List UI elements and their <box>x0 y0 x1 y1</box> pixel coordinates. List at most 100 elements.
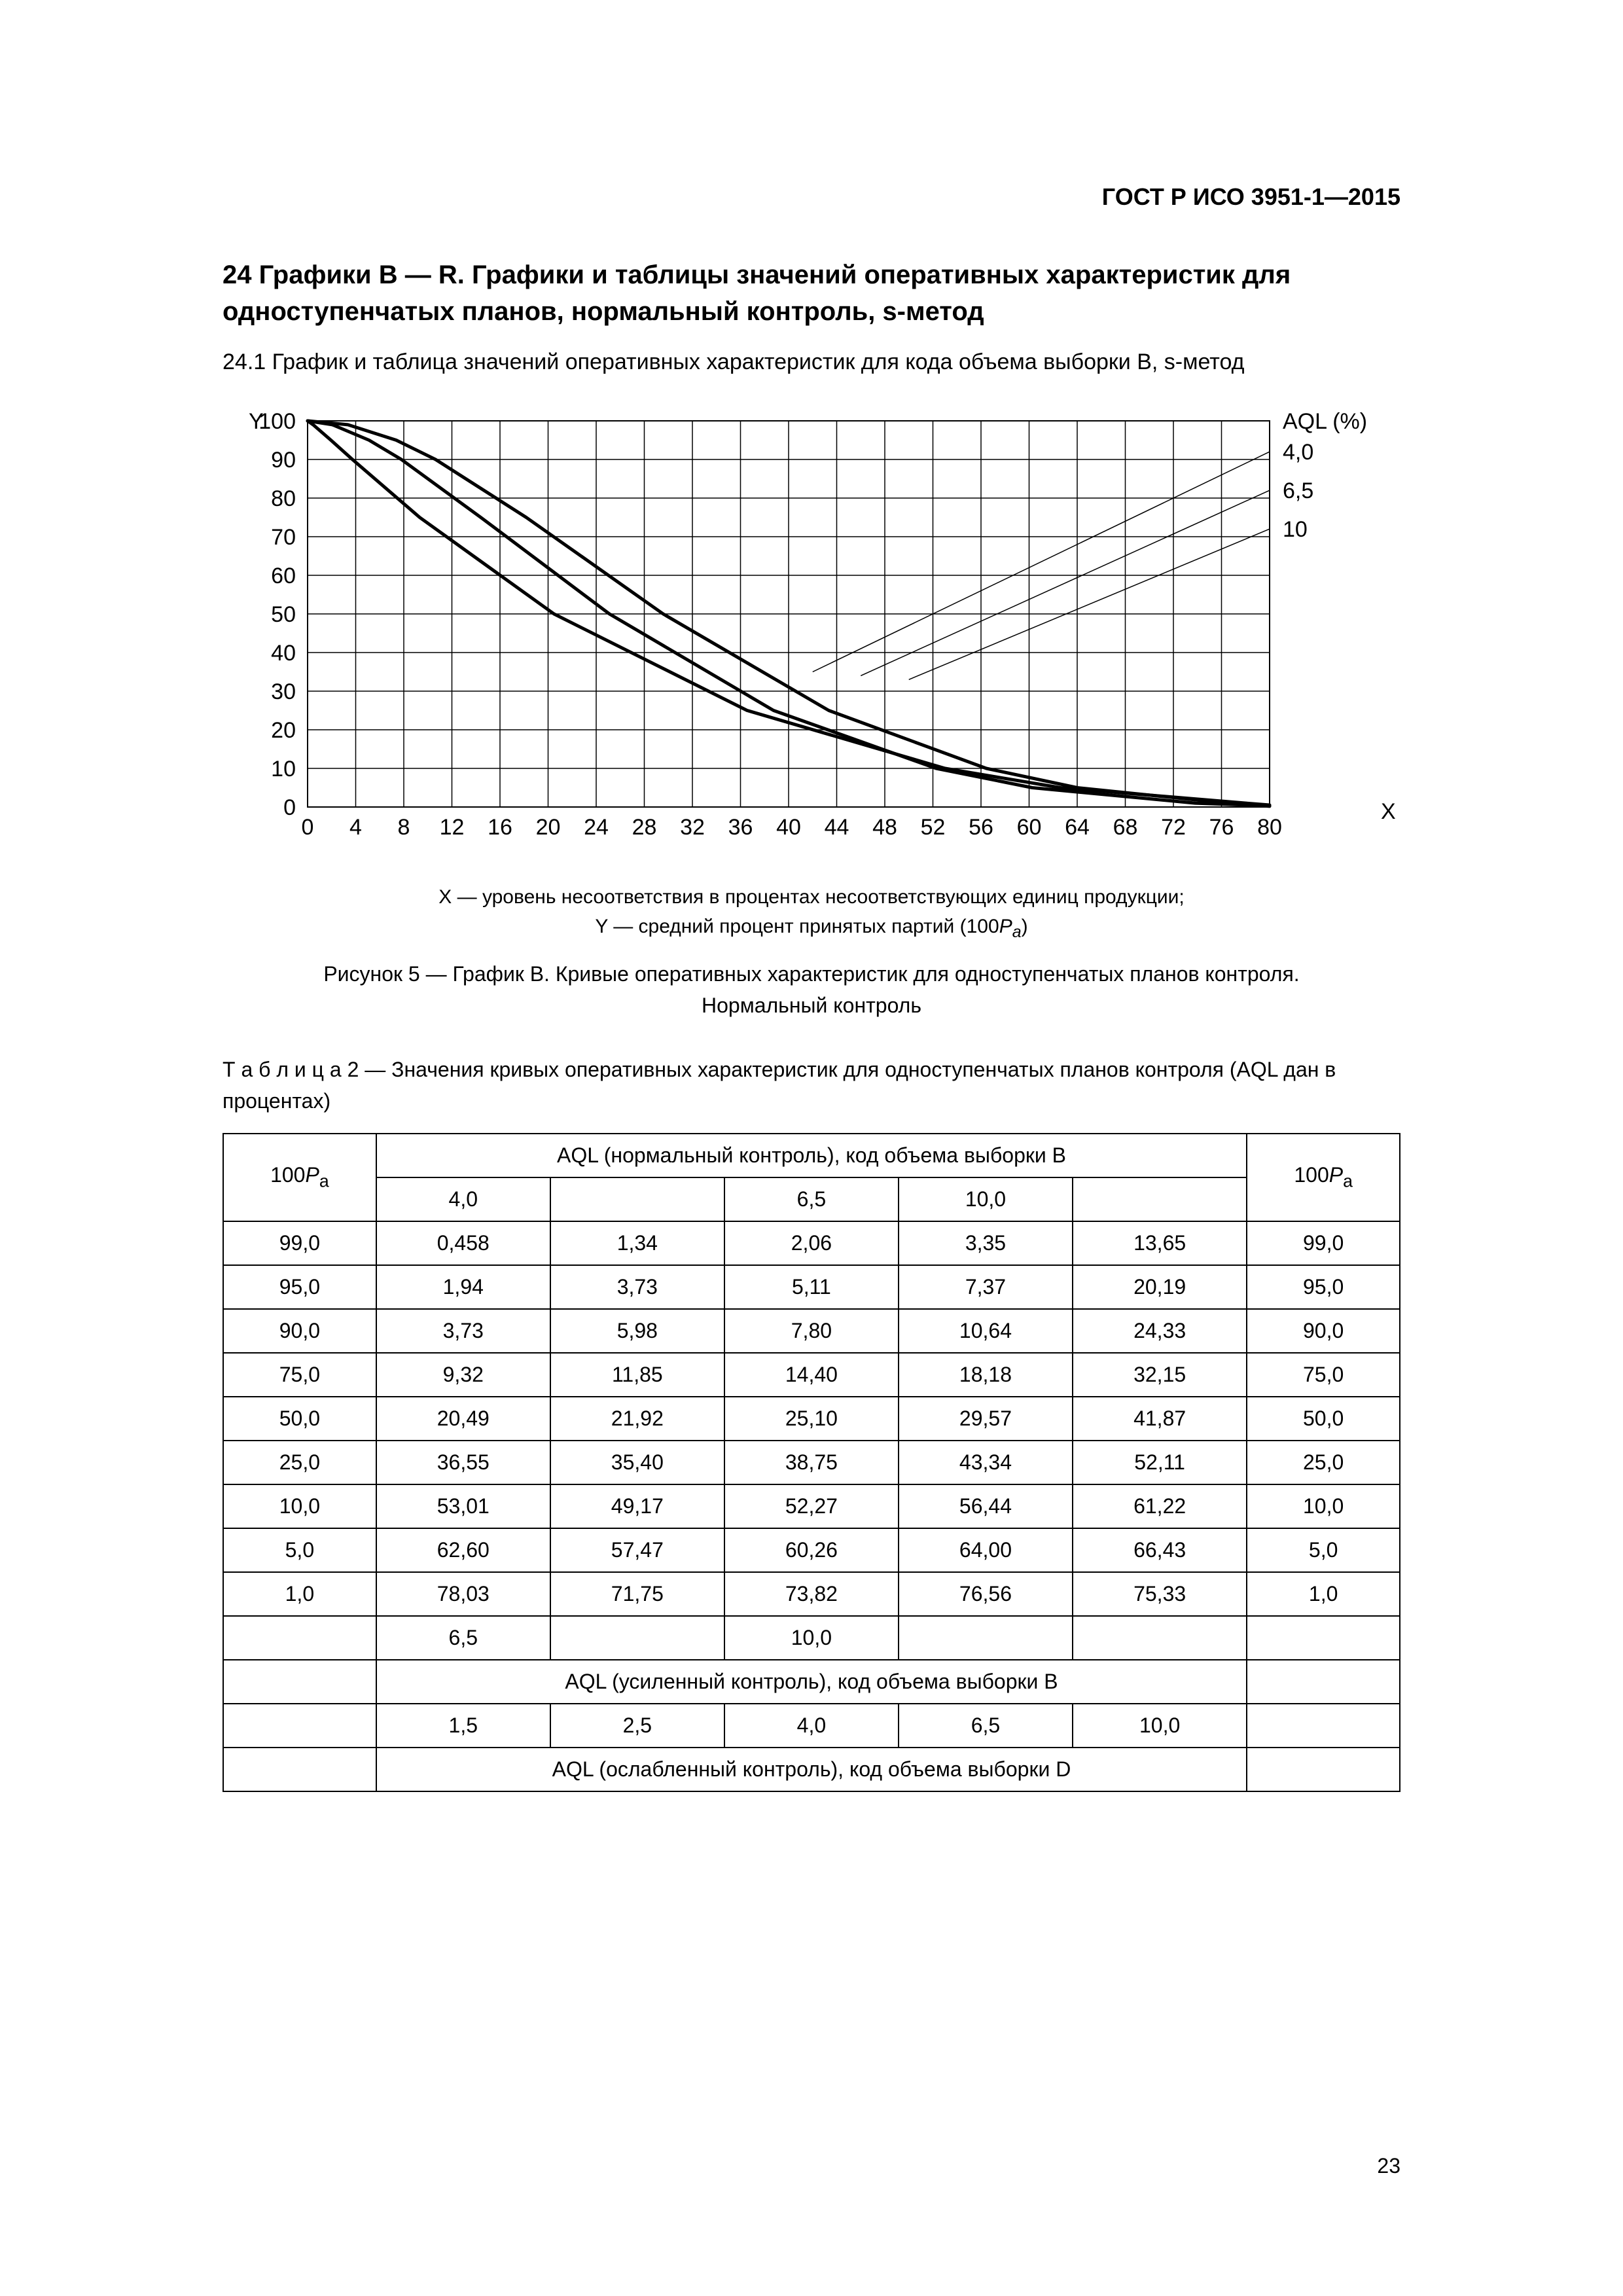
pa-cell: 50,0 <box>1247 1397 1400 1441</box>
svg-text:64: 64 <box>1065 815 1090 840</box>
value-cell: 66,43 <box>1073 1528 1247 1572</box>
value-cell: 7,37 <box>899 1265 1073 1309</box>
svg-text:60: 60 <box>1017 815 1042 840</box>
value-cell: 20,49 <box>376 1397 550 1441</box>
value-cell: 10,64 <box>899 1309 1073 1353</box>
svg-text:10: 10 <box>271 757 296 781</box>
svg-text:20: 20 <box>536 815 561 840</box>
svg-text:12: 12 <box>440 815 465 840</box>
value-cell: 24,33 <box>1073 1309 1247 1353</box>
pa-cell: 1,0 <box>1247 1572 1400 1616</box>
document-id: ГОСТ Р ИСО 3951-1—2015 <box>223 183 1400 211</box>
legend-x: X — уровень несоответствия в процентах н… <box>438 886 1184 908</box>
aql-tight-col: 4,0 <box>724 1704 899 1748</box>
pa-cell: 5,0 <box>223 1528 376 1572</box>
value-cell: 9,32 <box>376 1353 550 1397</box>
aql-tight-col: 10,0 <box>1073 1704 1247 1748</box>
empty-cell <box>1247 1616 1400 1660</box>
empty-cell <box>1247 1660 1400 1704</box>
caption-line1: Рисунок 5 — График B. Кривые оперативных… <box>323 962 1299 986</box>
pa-cell: 75,0 <box>1247 1353 1400 1397</box>
svg-text:36: 36 <box>728 815 753 840</box>
svg-text:56: 56 <box>969 815 993 840</box>
pa-cell: 75,0 <box>223 1353 376 1397</box>
value-cell: 3,35 <box>899 1221 1073 1265</box>
value-cell: 38,75 <box>724 1441 899 1484</box>
aql-tight-col: 1,5 <box>376 1704 550 1748</box>
svg-text:32: 32 <box>680 815 705 840</box>
pa-cell: 99,0 <box>1247 1221 1400 1265</box>
value-cell: 13,65 <box>1073 1221 1247 1265</box>
aql-col: 4,0 <box>376 1177 550 1221</box>
value-cell: 76,56 <box>899 1572 1073 1616</box>
col-pa-right: 100Pa <box>1247 1134 1400 1221</box>
svg-text:50: 50 <box>271 602 296 627</box>
svg-text:6,5: 6,5 <box>1283 478 1313 503</box>
svg-text:80: 80 <box>271 486 296 511</box>
value-cell: 5,98 <box>550 1309 724 1353</box>
table-caption: Т а б л и ц а 2 — Значения кривых операт… <box>223 1054 1400 1117</box>
value-cell: 71,75 <box>550 1572 724 1616</box>
svg-text:24: 24 <box>584 815 609 840</box>
svg-text:Y: Y <box>249 409 264 434</box>
value-cell: 1,94 <box>376 1265 550 1309</box>
svg-text:40: 40 <box>271 641 296 666</box>
empty-cell <box>1247 1748 1400 1791</box>
pa-cell: 10,0 <box>223 1484 376 1528</box>
value-cell: 35,40 <box>550 1441 724 1484</box>
value-cell: 29,57 <box>899 1397 1073 1441</box>
value-cell: 6,5 <box>376 1616 550 1660</box>
section-title: 24 Графики B — R. Графики и таблицы знач… <box>223 257 1400 330</box>
value-cell: 11,85 <box>550 1353 724 1397</box>
chart-caption: Рисунок 5 — График B. Кривые оперативных… <box>223 958 1400 1021</box>
pa-cell: 25,0 <box>223 1441 376 1484</box>
aql-col <box>550 1177 724 1221</box>
svg-text:76: 76 <box>1209 815 1234 840</box>
value-cell: 52,11 <box>1073 1441 1247 1484</box>
col-pa-left: 100Pa <box>223 1134 376 1221</box>
header-normal: AQL (нормальный контроль), код объема вы… <box>376 1134 1247 1177</box>
caption-line2: Нормальный контроль <box>702 994 921 1017</box>
chart-svg: 0102030405060708090100048121620242832364… <box>223 401 1400 859</box>
header-tight: AQL (усиленный контроль), код объема выб… <box>376 1660 1247 1704</box>
value-cell: 41,87 <box>1073 1397 1247 1441</box>
value-cell: 21,92 <box>550 1397 724 1441</box>
value-cell: 49,17 <box>550 1484 724 1528</box>
aql-tight-col: 2,5 <box>550 1704 724 1748</box>
empty-cell <box>223 1616 376 1660</box>
svg-text:AQL (%): AQL (%) <box>1283 409 1367 434</box>
value-cell: 3,73 <box>376 1309 550 1353</box>
value-cell: 20,19 <box>1073 1265 1247 1309</box>
svg-text:20: 20 <box>271 718 296 743</box>
svg-text:44: 44 <box>825 815 849 840</box>
value-cell: 61,22 <box>1073 1484 1247 1528</box>
empty-cell <box>223 1660 376 1704</box>
page-number: 23 <box>1377 2154 1400 2178</box>
svg-text:10: 10 <box>1283 517 1308 542</box>
svg-text:68: 68 <box>1113 815 1138 840</box>
table-caption-prefix: Т а б л и ц а <box>223 1058 342 1081</box>
svg-text:60: 60 <box>271 564 296 588</box>
pa-cell: 25,0 <box>1247 1441 1400 1484</box>
svg-text:0: 0 <box>302 815 314 840</box>
pa-cell: 99,0 <box>223 1221 376 1265</box>
pa-cell: 50,0 <box>223 1397 376 1441</box>
value-cell: 0,458 <box>376 1221 550 1265</box>
value-cell <box>1073 1616 1247 1660</box>
value-cell: 53,01 <box>376 1484 550 1528</box>
svg-text:52: 52 <box>921 815 946 840</box>
oc-table: 100PaAQL (нормальный контроль), код объе… <box>223 1133 1400 1792</box>
value-cell: 57,47 <box>550 1528 724 1572</box>
value-cell: 5,11 <box>724 1265 899 1309</box>
aql-tight-col: 6,5 <box>899 1704 1073 1748</box>
oc-chart: 0102030405060708090100048121620242832364… <box>223 401 1400 863</box>
value-cell: 18,18 <box>899 1353 1073 1397</box>
legend-y-b: ) <box>1022 916 1028 937</box>
svg-text:80: 80 <box>1257 815 1282 840</box>
value-cell: 78,03 <box>376 1572 550 1616</box>
value-cell: 7,80 <box>724 1309 899 1353</box>
aql-col <box>1073 1177 1247 1221</box>
value-cell: 64,00 <box>899 1528 1073 1572</box>
svg-text:48: 48 <box>872 815 897 840</box>
aql-col: 6,5 <box>724 1177 899 1221</box>
